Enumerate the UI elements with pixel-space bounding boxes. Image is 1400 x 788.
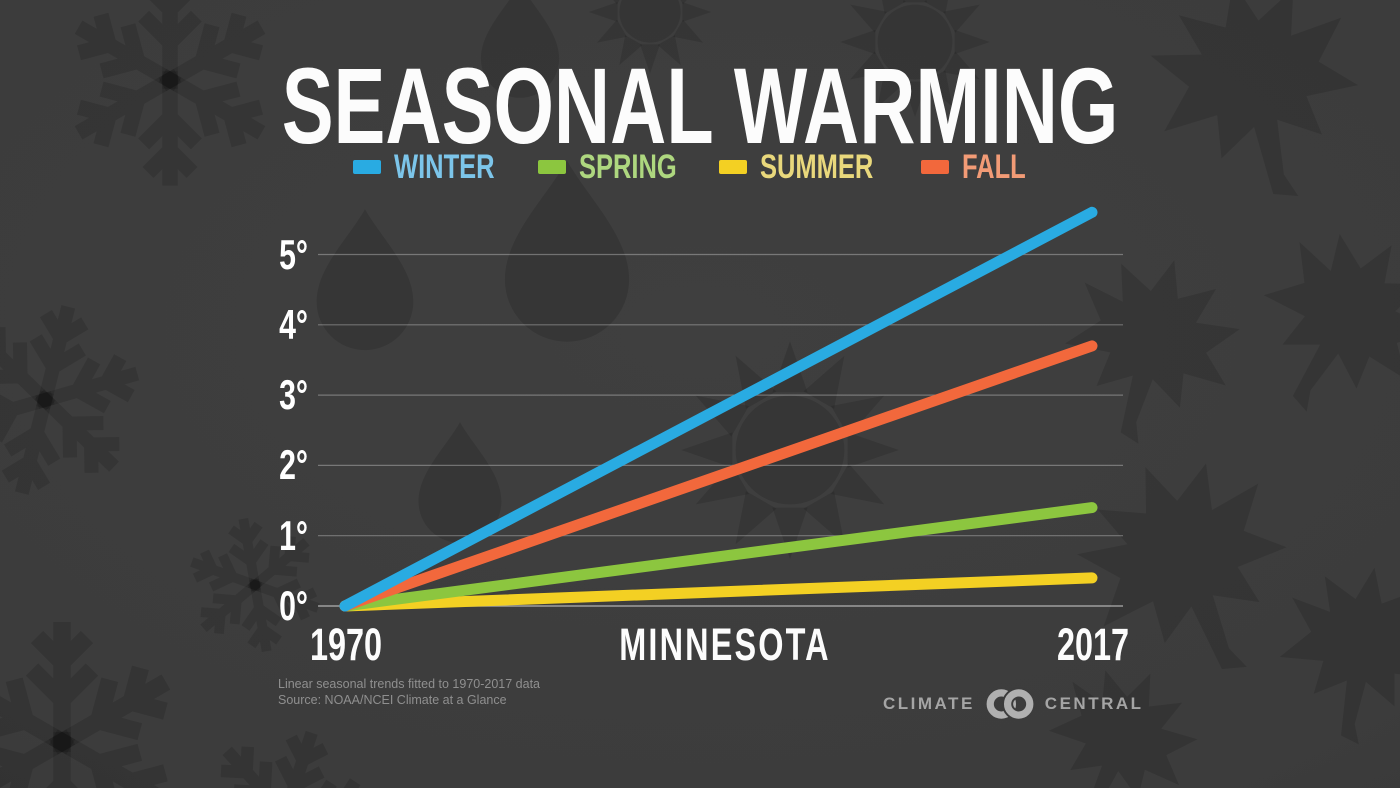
footnote-line-2: Source: NOAA/NCEI Climate at a Glance: [278, 693, 507, 707]
spring-swatch-icon: [537, 160, 566, 174]
y-tick-label-3: 3°: [279, 371, 308, 419]
fall-swatch-icon: [921, 160, 950, 174]
y-tick-label-4: 4°: [279, 300, 308, 348]
fall-legend-label: FALL: [962, 148, 1027, 186]
legend-item-winter: WINTER: [352, 148, 528, 186]
page-title: SEASONAL WARMING: [0, 52, 1400, 160]
y-tick-label-2: 2°: [279, 441, 308, 489]
x-tick-1970: 1970: [309, 619, 383, 670]
brand-word-climate: CLIMATE: [883, 694, 975, 713]
climate-central-rings-icon: [986, 687, 1036, 721]
brand-word-central: CENTRAL: [1044, 694, 1144, 713]
trend-line-fall: [339, 340, 1098, 612]
summer-legend-label: SUMMER: [760, 148, 874, 186]
legend-item-spring: SPRING: [537, 148, 709, 186]
trend-line-winter: [339, 206, 1098, 612]
footnote-line-1: Linear seasonal trends fitted to 1970-20…: [278, 677, 540, 691]
trend-line-summer: [339, 572, 1098, 612]
winter-legend-label: WINTER: [393, 148, 495, 186]
page-title-text: SEASONAL WARMING: [281, 45, 1119, 166]
y-tick-label-5: 5°: [279, 230, 308, 278]
y-tick-label-1: 1°: [279, 511, 308, 559]
x-tick-2017: 2017: [1056, 619, 1130, 670]
trend-line-spring: [339, 502, 1098, 612]
y-tick-label-0: 0°: [279, 582, 308, 629]
summer-swatch-icon: [719, 160, 748, 174]
winter-swatch-icon: [352, 160, 381, 174]
footnote: Linear seasonal trends fitted to 1970-20…: [278, 676, 540, 708]
legend: WINTER SPRING SUMMER FALL: [0, 150, 1400, 184]
climate-central-logo: CLIMATE CENTRAL: [883, 686, 1144, 722]
legend-item-fall: FALL: [921, 150, 1047, 184]
region-label: MINNESOTA: [619, 619, 831, 670]
legend-item-summer: SUMMER: [719, 150, 911, 184]
spring-legend-label: SPRING: [578, 148, 677, 186]
